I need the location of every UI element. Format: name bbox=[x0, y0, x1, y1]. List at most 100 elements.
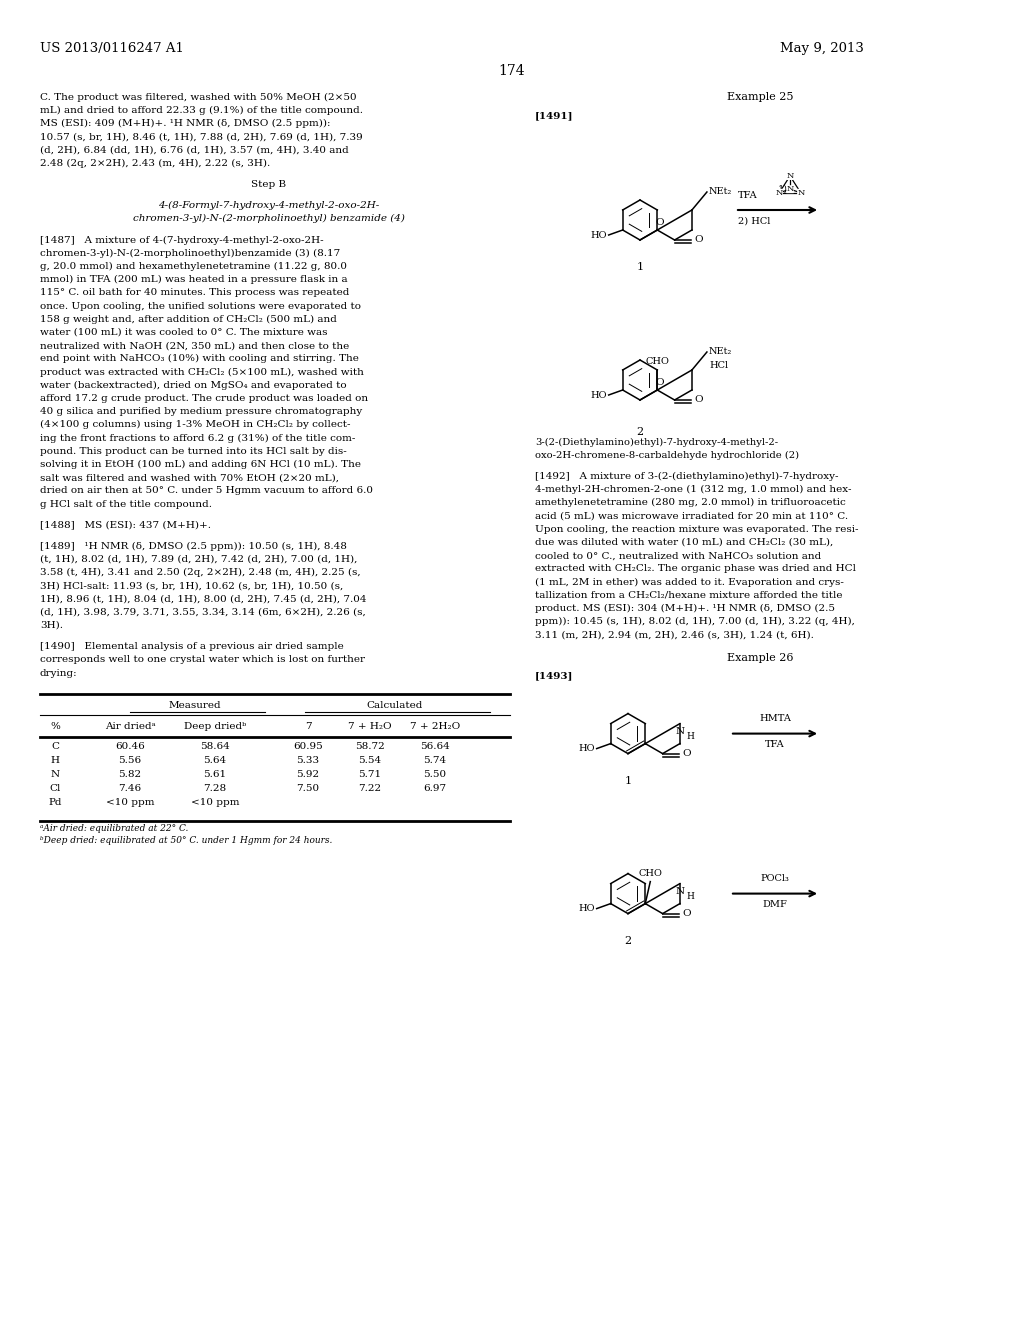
Text: Cl: Cl bbox=[49, 784, 60, 793]
Text: NEt₂: NEt₂ bbox=[709, 187, 732, 197]
Text: afford 17.2 g crude product. The crude product was loaded on: afford 17.2 g crude product. The crude p… bbox=[40, 393, 368, 403]
Text: N: N bbox=[775, 189, 783, 197]
Text: Measured: Measured bbox=[169, 701, 221, 710]
Text: CHO: CHO bbox=[638, 869, 663, 878]
Text: POCl₃: POCl₃ bbox=[761, 874, 790, 883]
Text: mmol) in TFA (200 mL) was heated in a pressure flask in a: mmol) in TFA (200 mL) was heated in a pr… bbox=[40, 275, 347, 284]
Text: 4-methyl-2H-chromen-2-one (1 (312 mg, 1.0 mmol) and hex-: 4-methyl-2H-chromen-2-one (1 (312 mg, 1.… bbox=[535, 484, 852, 494]
Text: 56.64: 56.64 bbox=[420, 742, 450, 751]
Text: Deep driedᵇ: Deep driedᵇ bbox=[184, 722, 246, 731]
Text: g, 20.0 mmol) and hexamethylenetetramine (11.22 g, 80.0: g, 20.0 mmol) and hexamethylenetetramine… bbox=[40, 261, 347, 271]
Text: 5.82: 5.82 bbox=[119, 770, 141, 779]
Text: 60.46: 60.46 bbox=[115, 742, 144, 751]
Text: HO: HO bbox=[579, 744, 595, 754]
Text: HO: HO bbox=[591, 391, 607, 400]
Text: acid (5 mL) was microwave irradiated for 20 min at 110° C.: acid (5 mL) was microwave irradiated for… bbox=[535, 512, 848, 520]
Text: 1): 1) bbox=[777, 185, 787, 194]
Text: drying:: drying: bbox=[40, 668, 78, 677]
Text: DMF: DMF bbox=[763, 900, 787, 908]
Text: O: O bbox=[655, 218, 664, 227]
Text: O: O bbox=[683, 750, 691, 758]
Text: Calculated: Calculated bbox=[367, 701, 423, 710]
Text: 5.71: 5.71 bbox=[358, 770, 382, 779]
Text: HCl: HCl bbox=[709, 360, 728, 370]
Text: cooled to 0° C., neutralized with NaHCO₃ solution and: cooled to 0° C., neutralized with NaHCO₃… bbox=[535, 552, 821, 560]
Text: once. Upon cooling, the unified solutions were evaporated to: once. Upon cooling, the unified solution… bbox=[40, 301, 361, 310]
Text: O: O bbox=[694, 396, 703, 404]
Text: MS (ESI): 409 (M+H)+. ¹H NMR (δ, DMSO (2.5 ppm)):: MS (ESI): 409 (M+H)+. ¹H NMR (δ, DMSO (2… bbox=[40, 119, 331, 128]
Text: 5.92: 5.92 bbox=[296, 770, 319, 779]
Text: 58.64: 58.64 bbox=[200, 742, 229, 751]
Text: 7.50: 7.50 bbox=[296, 784, 319, 793]
Text: neutralized with NaOH (2N, 350 mL) and then close to the: neutralized with NaOH (2N, 350 mL) and t… bbox=[40, 341, 349, 350]
Text: 2.48 (2q, 2×2H), 2.43 (m, 4H), 2.22 (s, 3H).: 2.48 (2q, 2×2H), 2.43 (m, 4H), 2.22 (s, … bbox=[40, 158, 270, 168]
Text: (d, 2H), 6.84 (dd, 1H), 6.76 (d, 1H), 3.57 (m, 4H), 3.40 and: (d, 2H), 6.84 (dd, 1H), 6.76 (d, 1H), 3.… bbox=[40, 145, 349, 154]
Text: ᵃAir dried: equilibrated at 22° C.: ᵃAir dried: equilibrated at 22° C. bbox=[40, 824, 188, 833]
Text: corresponds well to one crystal water which is lost on further: corresponds well to one crystal water wh… bbox=[40, 655, 365, 664]
Text: HMTA: HMTA bbox=[759, 714, 791, 722]
Text: 3H).: 3H). bbox=[40, 620, 63, 630]
Text: O: O bbox=[655, 378, 664, 387]
Text: [1490]   Elemental analysis of a previous air dried sample: [1490] Elemental analysis of a previous … bbox=[40, 642, 344, 651]
Text: %: % bbox=[50, 722, 60, 731]
Text: O: O bbox=[694, 235, 703, 244]
Text: N: N bbox=[786, 185, 794, 193]
Text: [1488]   MS (ESI): 437 (M+H)+.: [1488] MS (ESI): 437 (M+H)+. bbox=[40, 520, 211, 529]
Text: ing the front fractions to afford 6.2 g (31%) of the title com-: ing the front fractions to afford 6.2 g … bbox=[40, 433, 355, 442]
Text: TFA: TFA bbox=[765, 739, 784, 748]
Text: <10 ppm: <10 ppm bbox=[105, 797, 155, 807]
Text: H: H bbox=[686, 891, 694, 900]
Text: 3.11 (m, 2H), 2.94 (m, 2H), 2.46 (s, 3H), 1.24 (t, 6H).: 3.11 (m, 2H), 2.94 (m, 2H), 2.46 (s, 3H)… bbox=[535, 631, 814, 639]
Text: mL) and dried to afford 22.33 g (9.1%) of the title compound.: mL) and dried to afford 22.33 g (9.1%) o… bbox=[40, 106, 362, 115]
Text: Step B: Step B bbox=[251, 180, 286, 189]
Text: 2) HCl: 2) HCl bbox=[738, 216, 770, 226]
Text: Pd: Pd bbox=[48, 797, 61, 807]
Text: NEt₂: NEt₂ bbox=[709, 347, 732, 356]
Text: C. The product was filtered, washed with 50% MeOH (2×50: C. The product was filtered, washed with… bbox=[40, 92, 356, 102]
Text: C: C bbox=[51, 742, 59, 751]
Text: tallization from a CH₂Cl₂/hexane mixture afforded the title: tallization from a CH₂Cl₂/hexane mixture… bbox=[535, 591, 843, 599]
Text: amethylenetetramine (280 mg, 2.0 mmol) in trifluoroacetic: amethylenetetramine (280 mg, 2.0 mmol) i… bbox=[535, 498, 846, 507]
Text: 58.72: 58.72 bbox=[355, 742, 385, 751]
Text: 7.28: 7.28 bbox=[204, 784, 226, 793]
Text: end point with NaHCO₃ (10%) with cooling and stirring. The: end point with NaHCO₃ (10%) with cooling… bbox=[40, 354, 358, 363]
Text: H: H bbox=[686, 731, 694, 741]
Text: [1487]   A mixture of 4-(7-hydroxy-4-methyl-2-oxo-2H-: [1487] A mixture of 4-(7-hydroxy-4-methy… bbox=[40, 235, 324, 244]
Text: N: N bbox=[676, 887, 684, 895]
Text: HO: HO bbox=[591, 231, 607, 239]
Text: Example 26: Example 26 bbox=[727, 652, 794, 663]
Text: extracted with CH₂Cl₂. The organic phase was dried and HCl: extracted with CH₂Cl₂. The organic phase… bbox=[535, 565, 856, 573]
Text: [1489]   ¹H NMR (δ, DMSO (2.5 ppm)): 10.50 (s, 1H), 8.48: [1489] ¹H NMR (δ, DMSO (2.5 ppm)): 10.50… bbox=[40, 541, 347, 550]
Text: oxo-2H-chromene-8-carbaldehyde hydrochloride (2): oxo-2H-chromene-8-carbaldehyde hydrochlo… bbox=[535, 451, 799, 459]
Text: 5.64: 5.64 bbox=[204, 756, 226, 764]
Text: 2: 2 bbox=[625, 936, 632, 945]
Text: N: N bbox=[676, 726, 684, 735]
Text: 115° C. oil bath for 40 minutes. This process was repeated: 115° C. oil bath for 40 minutes. This pr… bbox=[40, 288, 349, 297]
Text: g HCl salt of the title compound.: g HCl salt of the title compound. bbox=[40, 499, 212, 508]
Text: 3H) HCl-salt: 11.93 (s, br, 1H), 10.62 (s, br, 1H), 10.50 (s,: 3H) HCl-salt: 11.93 (s, br, 1H), 10.62 (… bbox=[40, 581, 343, 590]
Text: N: N bbox=[786, 172, 794, 180]
Text: 3-(2-(Diethylamino)ethyl)-7-hydroxy-4-methyl-2-: 3-(2-(Diethylamino)ethyl)-7-hydroxy-4-me… bbox=[535, 438, 778, 447]
Text: pound. This product can be turned into its HCl salt by dis-: pound. This product can be turned into i… bbox=[40, 446, 347, 455]
Text: N: N bbox=[50, 770, 59, 779]
Text: H: H bbox=[50, 756, 59, 764]
Text: (t, 1H), 8.02 (d, 1H), 7.89 (d, 2H), 7.42 (d, 2H), 7.00 (d, 1H),: (t, 1H), 8.02 (d, 1H), 7.89 (d, 2H), 7.4… bbox=[40, 554, 357, 564]
Text: 4-(8-Formyl-7-hydroxy-4-methyl-2-oxo-2H-: 4-(8-Formyl-7-hydroxy-4-methyl-2-oxo-2H- bbox=[158, 201, 379, 210]
Text: (4×100 g columns) using 1-3% MeOH in CH₂Cl₂ by collect-: (4×100 g columns) using 1-3% MeOH in CH₂… bbox=[40, 420, 350, 429]
Text: Upon cooling, the reaction mixture was evaporated. The resi-: Upon cooling, the reaction mixture was e… bbox=[535, 525, 858, 533]
Text: product was extracted with CH₂Cl₂ (5×100 mL), washed with: product was extracted with CH₂Cl₂ (5×100… bbox=[40, 367, 364, 376]
Text: 5.33: 5.33 bbox=[296, 756, 319, 764]
Text: 6.97: 6.97 bbox=[424, 784, 446, 793]
Text: (1 mL, 2M in ether) was added to it. Evaporation and crys-: (1 mL, 2M in ether) was added to it. Eva… bbox=[535, 577, 844, 586]
Text: 1: 1 bbox=[625, 776, 632, 785]
Text: US 2013/0116247 A1: US 2013/0116247 A1 bbox=[40, 42, 184, 55]
Text: [1491]: [1491] bbox=[535, 111, 573, 120]
Text: 7: 7 bbox=[305, 722, 311, 731]
Text: 1: 1 bbox=[637, 261, 643, 272]
Text: chromen-3-yl)-N-(2-morpholinoethyl)benzamide (3) (8.17: chromen-3-yl)-N-(2-morpholinoethyl)benza… bbox=[40, 248, 340, 257]
Text: 60.95: 60.95 bbox=[293, 742, 323, 751]
Text: Air driedᵃ: Air driedᵃ bbox=[104, 722, 156, 731]
Text: Example 25: Example 25 bbox=[727, 92, 794, 102]
Text: 3.58 (t, 4H), 3.41 and 2.50 (2q, 2×2H), 2.48 (m, 4H), 2.25 (s,: 3.58 (t, 4H), 3.41 and 2.50 (2q, 2×2H), … bbox=[40, 568, 360, 577]
Text: product. MS (ESI): 304 (M+H)+. ¹H NMR (δ, DMSO (2.5: product. MS (ESI): 304 (M+H)+. ¹H NMR (δ… bbox=[535, 603, 835, 612]
